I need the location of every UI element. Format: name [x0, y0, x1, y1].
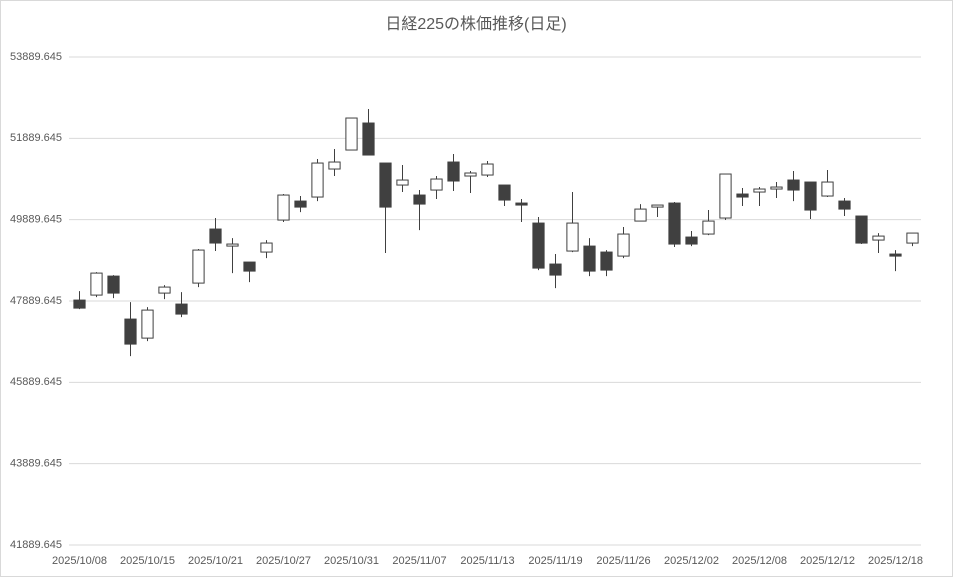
- candle-body: [566, 222, 579, 252]
- candle-body: [481, 163, 494, 176]
- candle-body: [600, 251, 613, 271]
- candle-body: [804, 181, 817, 211]
- x-tick-label: 2025/11/13: [460, 555, 514, 567]
- candle-body: [277, 194, 290, 221]
- y-tick-label: 53889.645: [10, 51, 62, 63]
- x-tick-label: 2025/11/07: [392, 555, 446, 567]
- candle-body: [447, 161, 460, 182]
- candle-body: [872, 235, 885, 241]
- candle-body: [736, 193, 749, 198]
- candle-body: [107, 275, 120, 294]
- candle-body: [90, 272, 103, 296]
- candle-body: [838, 200, 851, 210]
- candle-body: [651, 204, 664, 208]
- y-tick-label: 43889.645: [10, 458, 62, 470]
- x-tick-label: 2025/10/08: [52, 555, 107, 567]
- x-tick-label: 2025/12/18: [868, 555, 923, 567]
- y-tick-label: 41889.645: [10, 539, 62, 551]
- candle-body: [753, 188, 766, 193]
- candle-body: [379, 162, 392, 208]
- candle-body: [396, 179, 409, 186]
- candle-body: [668, 202, 681, 245]
- y-tick-label: 51889.645: [10, 132, 62, 144]
- candle-body: [158, 286, 171, 294]
- candle-body: [719, 173, 732, 219]
- candle-body: [702, 220, 715, 235]
- candle-body: [311, 162, 324, 198]
- y-tick-label: 47889.645: [10, 295, 62, 307]
- x-tick-label: 2025/11/19: [528, 555, 582, 567]
- candle-body: [260, 242, 273, 253]
- candle-body: [209, 228, 222, 244]
- candle-body: [634, 208, 647, 222]
- x-tick-label: 2025/11/26: [596, 555, 650, 567]
- candle-body: [294, 200, 307, 208]
- x-tick-label: 2025/12/08: [732, 555, 787, 567]
- candle-body: [73, 299, 86, 309]
- candle-body: [685, 236, 698, 245]
- candle-body: [787, 179, 800, 191]
- candle-body: [617, 233, 630, 257]
- candle-body: [515, 202, 528, 206]
- candle-body: [889, 253, 902, 257]
- candle-body: [175, 303, 188, 315]
- candle-body: [430, 178, 443, 191]
- x-tick-label: 2025/10/27: [256, 555, 311, 567]
- x-tick-label: 2025/10/21: [188, 555, 243, 567]
- candle-body: [821, 181, 834, 197]
- candle-body: [532, 222, 545, 269]
- candle-body: [192, 249, 205, 284]
- candle-body: [498, 184, 511, 201]
- candle-body: [243, 261, 256, 272]
- candle-body: [583, 245, 596, 272]
- candle-body: [328, 161, 341, 170]
- candle-body: [362, 122, 375, 156]
- chart-title: 日経225の株価推移(日足): [385, 15, 566, 33]
- y-tick-label: 45889.645: [10, 376, 62, 388]
- candle-body: [770, 186, 783, 190]
- x-tick-label: 2025/10/31: [324, 555, 379, 567]
- x-tick-label: 2025/12/02: [664, 555, 719, 567]
- x-tick-label: 2025/12/12: [800, 555, 855, 567]
- x-tick-label: 2025/10/15: [120, 555, 175, 567]
- y-tick-label: 49889.645: [10, 214, 62, 226]
- candle-body: [141, 309, 154, 339]
- candle-body: [906, 232, 919, 244]
- candle-body: [464, 172, 477, 177]
- candle-body: [124, 318, 137, 345]
- candle-body: [345, 117, 358, 151]
- candle-body: [413, 194, 426, 205]
- candle-body: [549, 263, 562, 276]
- candle-body: [226, 243, 239, 247]
- candle-body: [855, 215, 868, 244]
